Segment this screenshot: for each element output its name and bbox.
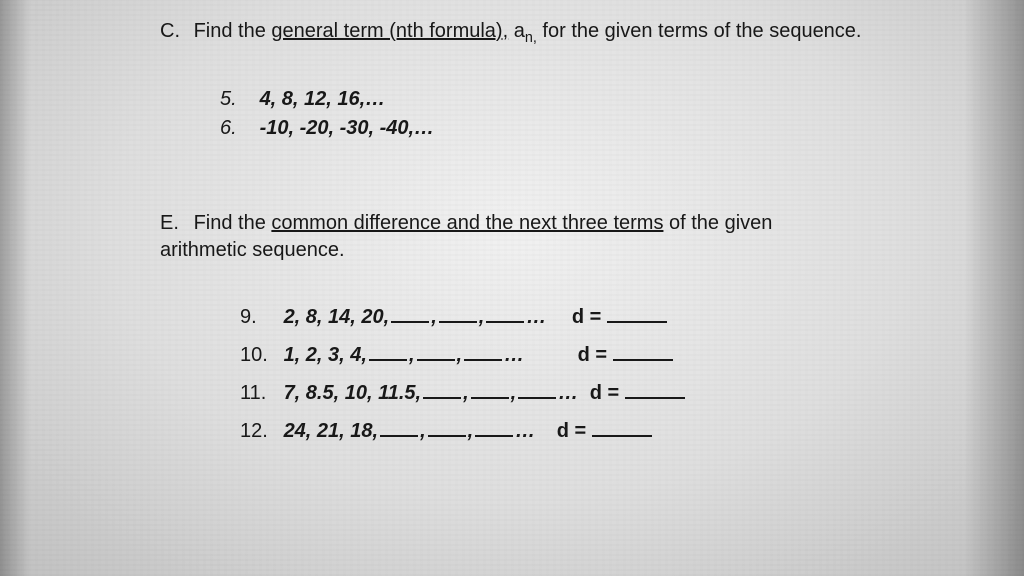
d-equals: d = xyxy=(590,382,687,404)
problem-number: 10. xyxy=(240,336,278,374)
sequence-text: 4, 8, 12, 16,… xyxy=(260,88,386,110)
problem-11: 11. 7, 8.5, 10, 11.5,,,… d = xyxy=(240,374,964,412)
problem-number: 6. xyxy=(220,117,254,140)
section-c-lead: Find the xyxy=(194,20,272,42)
sequence-text: 1, 2, 3, 4, xyxy=(284,344,367,366)
answer-blank[interactable] xyxy=(518,379,556,399)
problem-9: 9. 2, 8, 14, 20,,,… d = xyxy=(240,298,964,336)
problem-6: 6. -10, -20, -30, -40,… xyxy=(220,117,964,140)
sequence-text: 24, 21, 18, xyxy=(284,420,379,442)
section-e-tail1: of the given xyxy=(663,212,772,234)
ellipsis: … xyxy=(504,344,524,366)
section-c-problems: 5. 4, 8, 12, 16,… 6. -10, -20, -30, -40,… xyxy=(220,88,964,140)
sequence-text: 2, 8, 14, 20, xyxy=(284,306,390,328)
sequence-text: -10, -20, -30, -40,… xyxy=(260,117,435,139)
problem-5: 5. 4, 8, 12, 16,… xyxy=(220,88,964,111)
d-blank[interactable] xyxy=(607,303,667,323)
answer-blank[interactable] xyxy=(428,417,466,437)
answer-blank[interactable] xyxy=(380,417,418,437)
answer-blank[interactable] xyxy=(417,341,455,361)
answer-blank[interactable] xyxy=(391,303,429,323)
ellipsis: … xyxy=(515,420,535,442)
answer-blank[interactable] xyxy=(369,341,407,361)
d-blank[interactable] xyxy=(613,341,673,361)
answer-blank[interactable] xyxy=(471,379,509,399)
d-equals: d = xyxy=(578,344,675,366)
problem-number: 12. xyxy=(240,412,278,450)
page-shadow-right xyxy=(964,0,1024,576)
problem-number: 11. xyxy=(240,374,278,412)
section-e-problems: 9. 2, 8, 14, 20,,,… d = 10. 1, 2, 3, 4,,… xyxy=(240,298,964,450)
d-equals: d = xyxy=(572,306,669,328)
section-c-underline: general term (nth formula), xyxy=(271,20,508,42)
an-sub: n, xyxy=(525,30,537,46)
an-base: a xyxy=(508,20,525,42)
problem-10: 10. 1, 2, 3, 4,,,… d = xyxy=(240,336,964,374)
section-e-tail2: arithmetic sequence. xyxy=(160,237,924,264)
answer-blank[interactable] xyxy=(486,303,524,323)
ellipsis: … xyxy=(558,382,578,404)
ellipsis: … xyxy=(526,306,546,328)
section-c-tail: for the given terms of the sequence. xyxy=(537,20,862,42)
d-blank[interactable] xyxy=(625,379,685,399)
section-c-marker: C. xyxy=(160,18,188,45)
section-e-heading: E. Find the common difference and the ne… xyxy=(160,210,924,264)
answer-blank[interactable] xyxy=(439,303,477,323)
problem-number: 5. xyxy=(220,88,254,111)
problem-number: 9. xyxy=(240,298,278,336)
d-equals: d = xyxy=(557,420,654,442)
problem-12: 12. 24, 21, 18,,,… d = xyxy=(240,412,964,450)
d-blank[interactable] xyxy=(592,417,652,437)
section-e-lead: Find the xyxy=(194,212,272,234)
section-c-heading: C. Find the general term (nth formula), … xyxy=(160,18,934,48)
worksheet-page: C. Find the general term (nth formula), … xyxy=(0,0,1024,576)
answer-blank[interactable] xyxy=(475,417,513,437)
sequence-text: 7, 8.5, 10, 11.5, xyxy=(284,382,422,404)
section-e-marker: E. xyxy=(160,210,188,237)
answer-blank[interactable] xyxy=(423,379,461,399)
answer-blank[interactable] xyxy=(464,341,502,361)
section-e-underline: common difference and the next three ter… xyxy=(271,212,663,234)
page-shadow-left xyxy=(0,0,30,576)
